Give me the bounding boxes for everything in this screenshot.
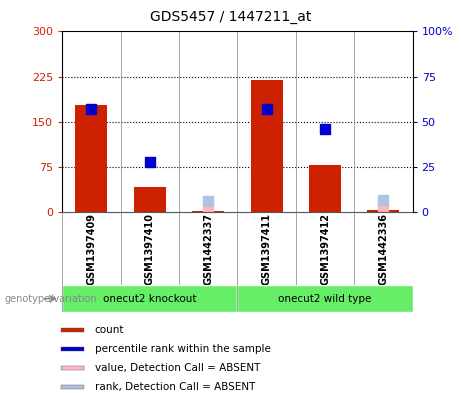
Bar bbox=[309, 165, 341, 212]
Bar bbox=[237, 285, 413, 312]
Bar bbox=[367, 210, 399, 212]
Point bbox=[88, 106, 95, 112]
Bar bbox=[61, 385, 84, 389]
Point bbox=[380, 206, 387, 212]
Text: onecut2 knockout: onecut2 knockout bbox=[103, 294, 196, 304]
Text: GSM1397409: GSM1397409 bbox=[86, 213, 96, 285]
Bar bbox=[134, 187, 166, 212]
Bar bbox=[61, 328, 84, 332]
Point bbox=[263, 106, 270, 112]
Bar bbox=[75, 105, 107, 212]
Text: genotype/variation: genotype/variation bbox=[5, 294, 97, 304]
Bar bbox=[61, 366, 84, 370]
Text: GSM1397412: GSM1397412 bbox=[320, 213, 330, 285]
Bar bbox=[61, 347, 84, 351]
Text: GSM1397410: GSM1397410 bbox=[145, 213, 155, 285]
Text: GSM1442336: GSM1442336 bbox=[378, 213, 389, 285]
Bar bbox=[62, 285, 237, 312]
Text: GSM1397411: GSM1397411 bbox=[261, 213, 272, 285]
Point bbox=[205, 206, 212, 212]
Text: GDS5457 / 1447211_at: GDS5457 / 1447211_at bbox=[150, 10, 311, 24]
Text: value, Detection Call = ABSENT: value, Detection Call = ABSENT bbox=[95, 363, 260, 373]
Text: onecut2 wild type: onecut2 wild type bbox=[278, 294, 372, 304]
Point bbox=[380, 196, 387, 203]
Text: percentile rank within the sample: percentile rank within the sample bbox=[95, 344, 271, 354]
Point bbox=[146, 158, 154, 165]
Bar bbox=[192, 211, 225, 212]
Text: GSM1442337: GSM1442337 bbox=[203, 213, 213, 285]
Text: rank, Detection Call = ABSENT: rank, Detection Call = ABSENT bbox=[95, 382, 255, 392]
Text: count: count bbox=[95, 325, 124, 335]
Point bbox=[321, 126, 329, 132]
Bar bbox=[251, 80, 283, 212]
Point bbox=[205, 198, 212, 204]
